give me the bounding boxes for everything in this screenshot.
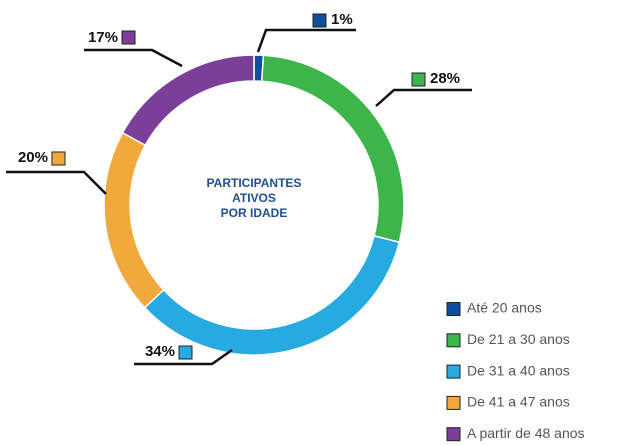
- label-swatch: [121, 30, 136, 45]
- data-label: 17%: [88, 29, 118, 46]
- legend-label: De 31 a 40 anos: [467, 362, 570, 378]
- center-title: ATIVOS: [232, 191, 276, 205]
- leader-line: [375, 88, 472, 107]
- legend-swatch: [446, 395, 461, 410]
- donut-slice: [121, 54, 255, 147]
- label-swatch: [312, 13, 327, 28]
- center-title: POR IDADE: [221, 206, 288, 220]
- donut-slice: [143, 234, 401, 356]
- data-label: 1%: [331, 11, 353, 28]
- data-label: 28%: [430, 70, 460, 87]
- legend-label: De 41 a 47 anos: [467, 394, 570, 410]
- legend-label: De 21 a 30 anos: [467, 331, 570, 347]
- leader-line: [6, 170, 107, 195]
- label-swatch: [178, 345, 193, 360]
- legend-swatch: [446, 427, 461, 442]
- leader-line: [134, 348, 233, 366]
- legend-swatch: [446, 364, 461, 379]
- data-label: 20%: [18, 149, 48, 166]
- data-label: 34%: [145, 343, 175, 360]
- leader-line: [84, 48, 183, 68]
- label-swatch: [411, 72, 426, 87]
- leader-line: [256, 28, 356, 53]
- legend-label: A partir de 48 anos: [467, 425, 585, 441]
- legend-label: Até 20 anos: [467, 300, 542, 316]
- center-title: PARTICIPANTES: [207, 176, 302, 190]
- legend-swatch: [446, 333, 461, 348]
- label-swatch: [51, 151, 66, 166]
- donut-slice: [103, 131, 165, 309]
- legend-swatch: [446, 302, 461, 316]
